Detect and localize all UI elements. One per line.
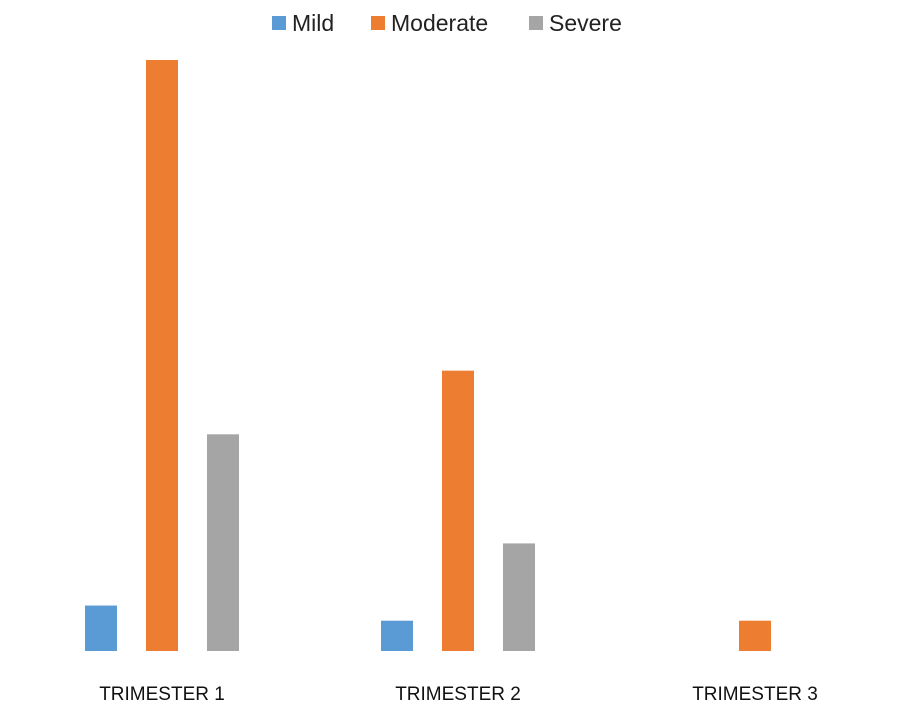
bar-moderate-1 xyxy=(146,60,178,651)
legend-label-moderate: Moderate xyxy=(391,10,488,36)
plot-area xyxy=(85,60,771,651)
bar-moderate-3 xyxy=(739,620,771,651)
legend-label-severe: Severe xyxy=(549,10,622,36)
bar-mild-2 xyxy=(381,620,413,651)
x-axis-tick-labels: TRIMESTER 1 TRIMESTER 2 TRIMESTER 3 xyxy=(99,684,818,705)
bar-severe-2 xyxy=(503,543,535,651)
legend-swatch-mild xyxy=(272,16,286,30)
bar-moderate-2 xyxy=(442,370,474,651)
legend: Mild Moderate Severe xyxy=(272,10,622,36)
x-tick-label: TRIMESTER 1 xyxy=(99,684,225,705)
x-tick-label: TRIMESTER 2 xyxy=(395,684,521,705)
bar-mild-1 xyxy=(85,605,117,651)
legend-swatch-moderate xyxy=(371,16,385,30)
x-tick-label: TRIMESTER 3 xyxy=(692,684,818,705)
legend-swatch-severe xyxy=(529,16,543,30)
bar-severe-1 xyxy=(207,434,239,651)
legend-label-mild: Mild xyxy=(292,10,334,36)
